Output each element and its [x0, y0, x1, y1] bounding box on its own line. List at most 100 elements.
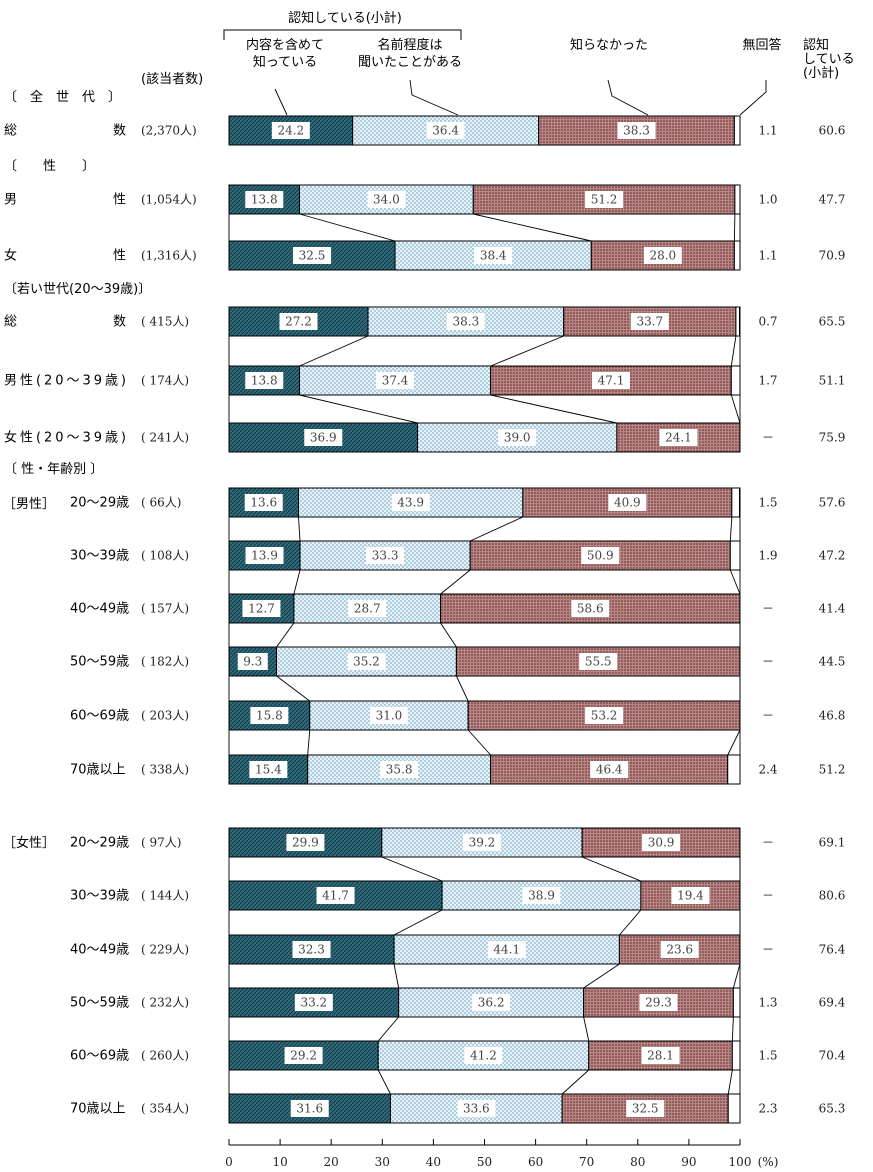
bar-outline: [228, 540, 741, 571]
no-answer-value: 1.5: [758, 1049, 777, 1063]
connector-line: [393, 963, 400, 989]
row-count: ( 354人): [141, 1102, 189, 1116]
data-label: 38.3: [452, 315, 479, 329]
legend-group-label: 認知している(小計): [288, 10, 402, 26]
data-label: 40.9: [614, 496, 641, 510]
bar-outline: [228, 240, 741, 271]
data-label-bg: [366, 547, 405, 564]
data-label: 12.7: [248, 602, 275, 616]
no-answer-value: －: [762, 709, 774, 723]
connector-line: [299, 213, 396, 242]
legend-leader-2: [607, 79, 649, 116]
bar-segment-no-answer: [735, 306, 740, 337]
connector-line: [583, 963, 620, 989]
no-answer-value: 1.0: [758, 193, 777, 207]
no-answer-value: 2.4: [758, 763, 777, 777]
data-label-bg: [376, 372, 415, 389]
data-label: 37.4: [382, 374, 409, 388]
data-label: 36.2: [478, 996, 505, 1010]
row-count: ( 97人): [141, 836, 181, 850]
data-label-bg: [590, 761, 629, 778]
unit-label: (%): [758, 1155, 779, 1169]
no-answer-value: 1.1: [758, 249, 777, 263]
row-label: 40～49歳: [70, 602, 129, 617]
data-label-bg: [426, 122, 465, 139]
subtotal-value: 46.8: [819, 709, 846, 723]
bar-segment-no-answer: [733, 240, 741, 271]
subtotal-value: 57.6: [819, 496, 846, 510]
data-label: 36.9: [310, 431, 337, 445]
data-label-bg: [660, 941, 699, 958]
data-label-bg: [237, 653, 268, 670]
data-label: 39.0: [504, 431, 531, 445]
row-label: 70歳以上: [70, 763, 126, 778]
data-label-bg: [659, 429, 698, 446]
section-header-all: 〔 全 世 代 〕: [4, 89, 121, 105]
bar-segment-no-answer: [733, 115, 741, 146]
connector-line: [619, 909, 642, 936]
data-label-bg: [487, 941, 526, 958]
connector-line: [730, 394, 741, 424]
data-label: 38.3: [623, 124, 650, 138]
data-label: 13.6: [250, 496, 277, 510]
x-tick-label: 50: [477, 1155, 492, 1169]
data-label: 13.8: [251, 374, 278, 388]
bar-outline: [228, 306, 741, 337]
data-label: 53.2: [591, 709, 618, 723]
connector-line: [381, 856, 443, 882]
row-label: 20～29歳: [70, 496, 129, 511]
data-label-bg: [292, 941, 331, 958]
row-label: 50～59歳: [70, 996, 129, 1011]
x-tick-label: 70: [579, 1155, 594, 1169]
data-label: 38.4: [480, 249, 507, 263]
data-label-bg: [391, 494, 430, 511]
data-label-bg: [579, 653, 618, 670]
data-label: 32.5: [632, 1102, 659, 1116]
row-label: 70歳以上: [70, 1102, 126, 1117]
row-count: ( 174人): [141, 374, 189, 388]
x-tick-label: 20: [324, 1155, 339, 1169]
data-label-bg: [446, 313, 485, 330]
connector-line: [393, 909, 443, 936]
data-label: 35.2: [353, 655, 380, 669]
no-answer-value: －: [762, 602, 774, 616]
data-label: 41.7: [322, 889, 349, 903]
data-label: 44.1: [493, 943, 520, 957]
bar-segment-no-answer: [731, 1040, 741, 1071]
bar-segment-no-answer: [732, 987, 741, 1018]
legend-label-1: 聞いたことがある: [358, 55, 462, 70]
connector-line: [727, 729, 741, 756]
row-label: 女性(20～39歳): [4, 430, 126, 446]
data-label-bg: [286, 834, 325, 851]
bar-outline: [228, 184, 741, 215]
data-label: 36.4: [432, 124, 459, 138]
row-label: 総 数: [4, 315, 126, 330]
data-label-bg: [250, 707, 289, 724]
connector-line: [440, 569, 471, 595]
data-label-bg: [290, 1100, 329, 1117]
row-count: ( 338人): [141, 763, 189, 777]
connector-line: [490, 394, 617, 424]
no-answer-value: －: [762, 889, 774, 903]
subtotal-value: 47.7: [819, 193, 846, 207]
x-tick-label: 80: [630, 1155, 645, 1169]
data-label: 29.3: [645, 996, 672, 1010]
data-label-bg: [369, 707, 408, 724]
data-label: 46.4: [596, 763, 623, 777]
data-label: 13.9: [251, 549, 278, 563]
section-header-young: 〔若い世代(20～39歳)〕: [4, 281, 151, 297]
subtotal-value: 44.5: [819, 655, 846, 669]
row-label: 20～29歳: [70, 836, 129, 851]
data-label: 28.7: [354, 602, 381, 616]
subtotal-value: 69.1: [819, 836, 846, 850]
data-label: 58.6: [577, 602, 604, 616]
data-label: 47.1: [598, 374, 625, 388]
bar-outline: [228, 700, 741, 731]
subtotal-value: 70.9: [819, 249, 846, 263]
data-label: 31.6: [296, 1102, 323, 1116]
data-label: 50.9: [587, 549, 614, 563]
data-label-bg: [294, 994, 333, 1011]
connector-line: [729, 569, 741, 595]
row-label: 女 性: [4, 248, 126, 264]
